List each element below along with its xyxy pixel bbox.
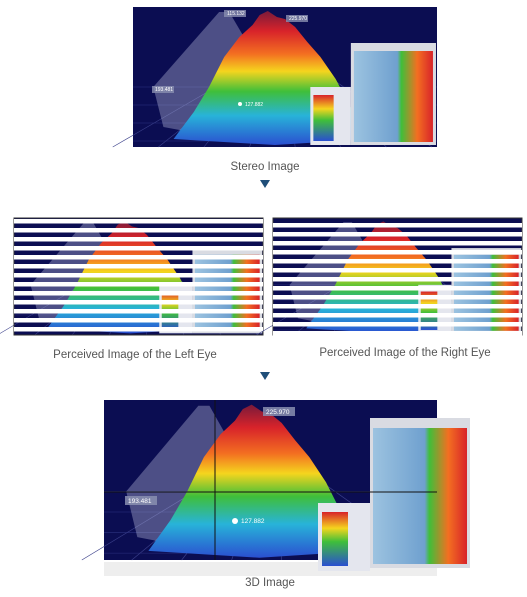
stripe bbox=[14, 291, 263, 296]
value-label: 225.970 bbox=[266, 409, 290, 416]
panel-image bbox=[453, 254, 519, 331]
images: 225.970 193.481 127.882 bbox=[0, 7, 523, 576]
stripe bbox=[273, 223, 522, 228]
stripe bbox=[14, 327, 263, 332]
stripe bbox=[14, 264, 263, 269]
stripe bbox=[273, 259, 522, 264]
stripe bbox=[273, 241, 522, 246]
colorbar bbox=[420, 291, 438, 330]
stripe bbox=[273, 268, 522, 273]
label-box bbox=[152, 86, 174, 93]
value-label: 193.481 bbox=[128, 498, 152, 505]
stripe bbox=[14, 282, 263, 287]
panel-image bbox=[373, 428, 467, 564]
value-label: 193.481 bbox=[155, 87, 173, 93]
arrow bbox=[260, 180, 270, 188]
stripe bbox=[14, 300, 263, 305]
terrain bbox=[148, 404, 365, 558]
label-box bbox=[224, 10, 246, 17]
stripe bbox=[14, 228, 263, 233]
stripe bbox=[273, 250, 522, 255]
stripe bbox=[14, 318, 263, 323]
colorbar bbox=[322, 512, 348, 566]
stripe bbox=[273, 313, 522, 318]
stripe bbox=[14, 237, 263, 242]
stripe bbox=[273, 304, 522, 309]
label-box bbox=[125, 496, 157, 505]
stripe bbox=[14, 273, 263, 278]
stripe bbox=[273, 295, 522, 300]
marker bbox=[238, 102, 242, 106]
label-box bbox=[286, 15, 308, 22]
value-label: 127.882 bbox=[241, 518, 265, 525]
stripe bbox=[14, 255, 263, 260]
value-label: 127.882 bbox=[245, 102, 263, 108]
stripe bbox=[273, 277, 522, 282]
colorbar bbox=[313, 95, 334, 141]
value-label: 225.970 bbox=[289, 16, 307, 22]
marker bbox=[232, 518, 238, 524]
stripe bbox=[273, 331, 522, 336]
stripe bbox=[14, 246, 263, 251]
label-box bbox=[263, 407, 295, 416]
stripe bbox=[273, 232, 522, 237]
caption: 3D Image bbox=[245, 577, 295, 589]
panel-image bbox=[353, 51, 433, 142]
arrow bbox=[260, 372, 270, 380]
stripe bbox=[273, 322, 522, 327]
caption: Perceived Image of the Right Eye bbox=[319, 347, 490, 359]
stripe bbox=[273, 286, 522, 291]
caption: Perceived Image of the Left Eye bbox=[53, 349, 217, 361]
stripe bbox=[14, 219, 263, 224]
value-label: 115.132 bbox=[227, 11, 245, 17]
stripe bbox=[14, 309, 263, 314]
scene bbox=[112, 7, 437, 148]
caption: Stereo Image bbox=[230, 161, 299, 173]
